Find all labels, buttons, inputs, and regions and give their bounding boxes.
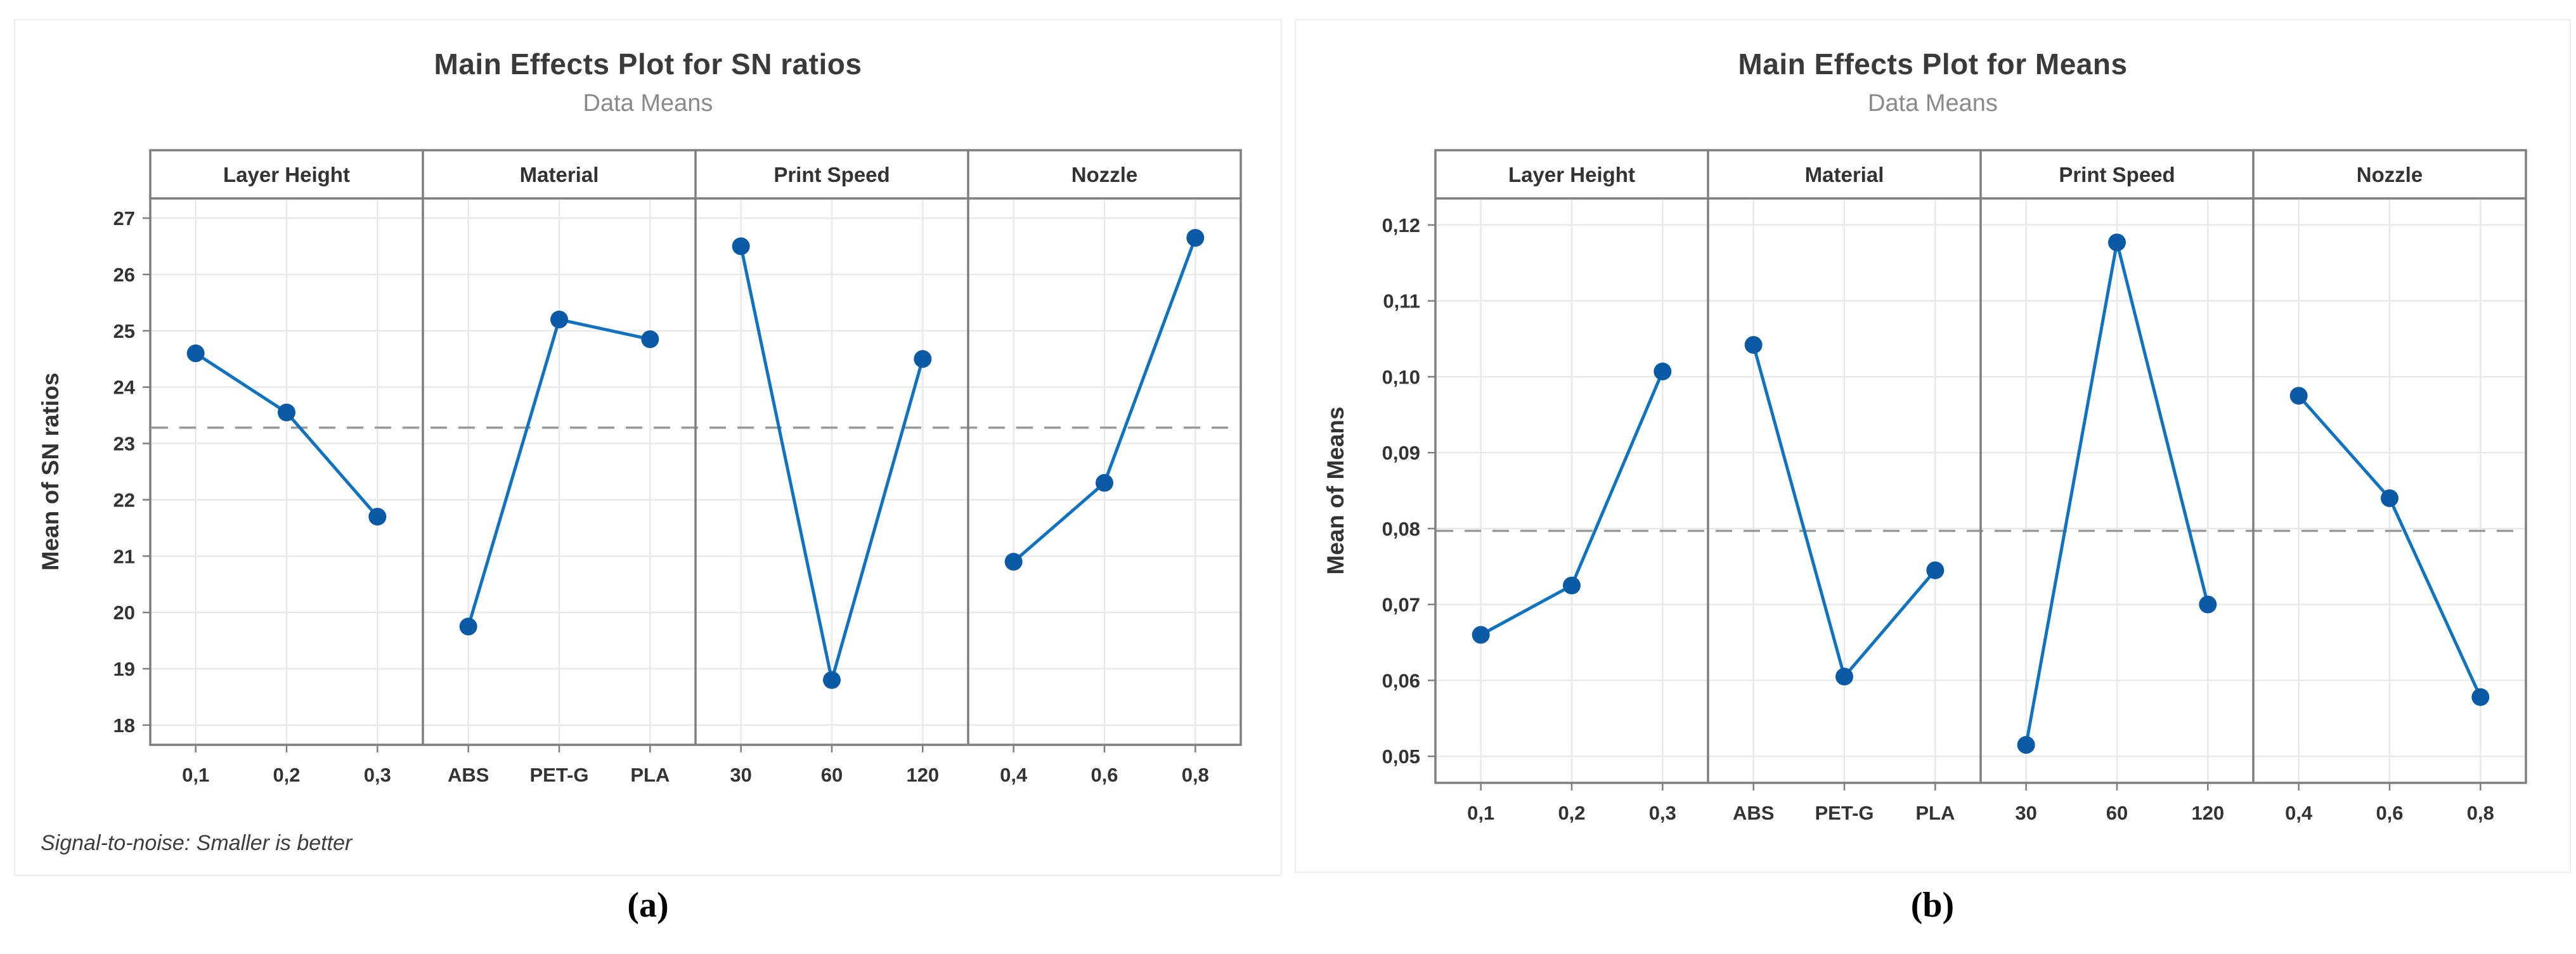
data-point [823, 671, 841, 689]
data-point [914, 350, 932, 368]
y-tick-label: 0,06 [1382, 669, 1420, 692]
data-point [459, 617, 477, 636]
y-tick-label: 21 [113, 545, 135, 567]
x-tick-label: 0,3 [364, 764, 391, 786]
x-tick-label: 120 [906, 764, 939, 786]
x-tick-label: PLA [630, 764, 670, 786]
means-plot: Layer Height Material Print Speed Nozzle 0,1… [1323, 149, 2527, 824]
data-point [2017, 736, 2035, 754]
data-point [1096, 474, 1113, 492]
x-tick-label: 0,4 [1000, 764, 1028, 786]
signal-to-noise-footnote: Signal-to-noise: Smaller is better [41, 831, 353, 855]
x-tick-label: 60 [2106, 802, 2127, 824]
panel-header-label: Print Speed [773, 163, 890, 186]
x-tick-label: 0,2 [273, 764, 300, 786]
panel-header-label: Print Speed [2059, 163, 2175, 186]
data-point [368, 508, 387, 526]
x-tick-label: PET-G [1815, 802, 1874, 824]
data-point [641, 330, 659, 349]
caption-a: (a) [627, 886, 669, 925]
data-point [278, 403, 295, 422]
data-point [1004, 553, 1023, 571]
y-tick-label: 25 [113, 320, 135, 342]
y-tick-label: 19 [113, 658, 135, 680]
caption-b: (b) [1910, 886, 1955, 925]
x-tick-label: ABS [1732, 802, 1773, 824]
chart-subtitle-means: Data Means [1868, 90, 1998, 117]
x-tick-label: 30 [2015, 802, 2036, 824]
x-tick-label: 30 [730, 764, 751, 786]
y-tick-label: 0,07 [1382, 594, 1420, 616]
x-tick-label: 0,1 [1467, 802, 1494, 824]
y-axis-label: Mean of Means [1323, 406, 1349, 574]
data-point [186, 344, 205, 363]
y-tick-label: 0,08 [1382, 518, 1420, 540]
data-point [1744, 336, 1763, 354]
y-axis-label: Mean of SN ratios [37, 373, 63, 571]
x-tick-label: PLA [1915, 802, 1955, 824]
data-point [2289, 387, 2308, 405]
data-point [2380, 489, 2398, 507]
data-point [1653, 363, 1671, 381]
figure-means: Main Effects Plot for Means Data Means L… [1295, 19, 2571, 873]
panel-header-label: Nozzle [2356, 163, 2423, 186]
y-tick-label: 0,12 [1382, 214, 1420, 236]
data-point [1472, 626, 1490, 644]
panel-header-label: Nozzle [1071, 163, 1138, 186]
x-tick-label: 0,4 [2285, 802, 2313, 824]
y-tick-label: 23 [113, 433, 135, 455]
y-tick-label: 22 [113, 489, 135, 511]
data-point [1835, 667, 1853, 686]
data-point [2471, 688, 2489, 706]
y-tick-label: 24 [113, 377, 136, 399]
chart-title-means: Main Effects Plot for Means [1738, 48, 2128, 81]
y-tick-label: 0,11 [1383, 290, 1420, 313]
y-tick-label: 26 [113, 264, 135, 286]
data-point [732, 237, 750, 255]
data-point [2107, 233, 2126, 252]
x-tick-label: 60 [821, 764, 843, 786]
y-tick-label: 0,10 [1382, 366, 1420, 388]
sn-ratios-plot: Layer Height Material Print Speed Nozzle 27 2… [37, 149, 1242, 786]
chart-title-sn: Main Effects Plot for SN ratios [434, 48, 862, 81]
figure-sn-ratios: Main Effects Plot for SN ratios Data Mea… [14, 19, 1282, 876]
x-tick-label: 0,6 [1091, 764, 1118, 786]
chart-subtitle-sn: Data Means [583, 90, 713, 117]
x-tick-label: 0,1 [182, 764, 209, 786]
y-tick-label: 0,09 [1382, 442, 1420, 464]
panel-header-label: Layer Height [1508, 163, 1635, 186]
panel-header-label: Material [520, 163, 599, 186]
data-point [2198, 595, 2217, 614]
data-point [1926, 561, 1944, 579]
x-tick-label: 0,6 [2376, 802, 2403, 824]
data-point [1186, 229, 1205, 247]
x-tick-label: 0,8 [2466, 802, 2494, 824]
y-tick-label: 18 [113, 714, 135, 737]
y-tick-label: 0,05 [1382, 745, 1420, 768]
panel-header-label: Layer Height [223, 163, 350, 186]
x-tick-label: 0,2 [1558, 802, 1585, 824]
data-point [1562, 576, 1581, 595]
data-point [550, 311, 568, 329]
x-tick-label: PET-G [529, 764, 588, 786]
y-tick-label: 20 [113, 602, 135, 624]
x-tick-label: 120 [2191, 802, 2224, 824]
x-tick-label: 0,3 [1648, 802, 1676, 824]
panel-header-label: Material [1804, 163, 1884, 186]
y-tick-label: 27 [113, 207, 135, 229]
x-tick-label: ABS [448, 764, 489, 786]
x-tick-label: 0,8 [1182, 764, 1209, 786]
